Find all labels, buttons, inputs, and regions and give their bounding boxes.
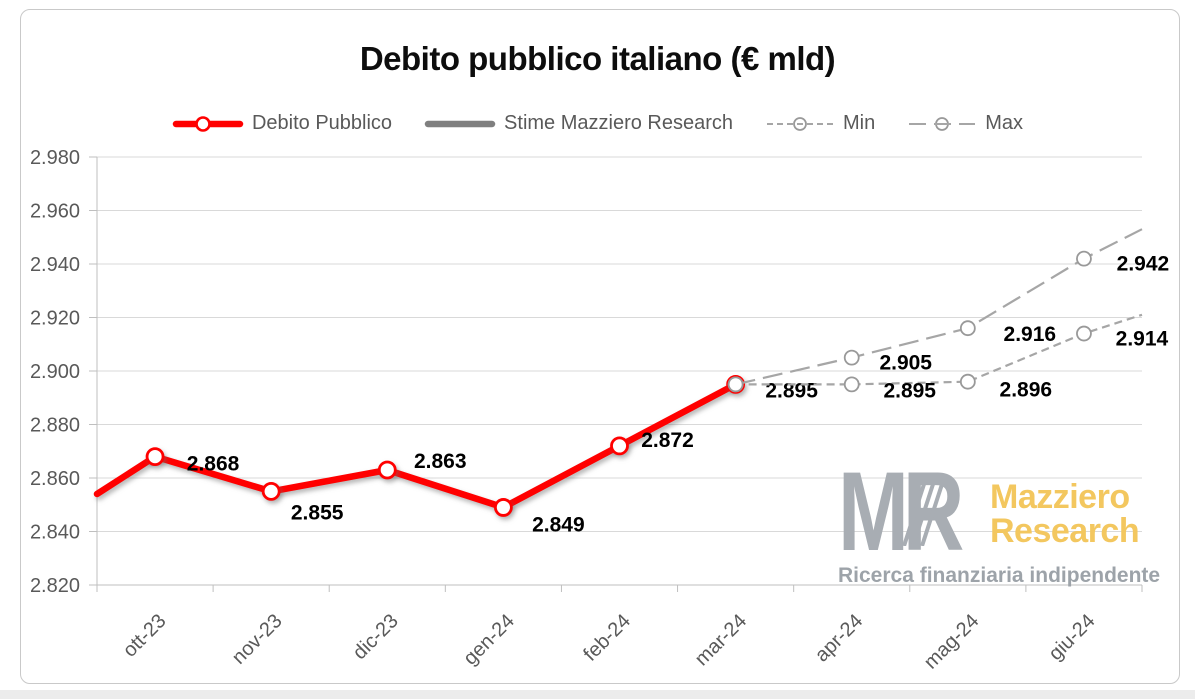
legend-label-max: Max: [985, 112, 1024, 134]
x-tick-label: gen-24: [459, 610, 519, 670]
legend: Debito Pubblico Stime Mazziero Research …: [0, 112, 1195, 135]
marker-max: [843, 349, 860, 366]
marker-max: [727, 376, 744, 393]
line-debito-pubblico: [93, 381, 739, 511]
marker-debito-pubblico: [145, 447, 165, 467]
long-dash-marker-icon: [909, 116, 976, 131]
marker-debito-pubblico: [377, 460, 397, 480]
marker-debito-pubblico: [493, 498, 513, 517]
marker-debito-pubblico: [261, 481, 281, 501]
marker-debito-pubblico: [610, 436, 629, 456]
marker-min: [843, 376, 860, 393]
data-label-debito-pubblico: 2.863: [414, 450, 467, 473]
legend-item-max: Max: [907, 112, 1023, 135]
brand-line1: Mazziero: [990, 478, 1130, 516]
y-tick-label: 2.980: [30, 147, 80, 169]
x-tick-label: ott-23: [119, 610, 171, 662]
mr-logo-letters: MR: [838, 449, 964, 574]
legend-label-stime: Stime Mazziero Research: [504, 112, 734, 134]
brand-line2: Research: [990, 512, 1140, 550]
legend-label-min: Min: [843, 112, 876, 134]
data-label-max: 2.916: [1004, 323, 1057, 346]
data-label-debito-pubblico: 2.872: [641, 429, 694, 452]
window-bottom-edge: [0, 690, 1195, 699]
data-label-max: 2.942: [1117, 253, 1170, 276]
data-label-debito-pubblico: 2.849: [532, 513, 585, 536]
brand-tagline: Ricerca finanziaria indipendente: [838, 564, 1161, 587]
legend-label-debito-pubblico: Debito Pubblico: [251, 112, 393, 134]
y-tick-label: 2.920: [30, 308, 80, 330]
data-label-min: 2.914: [1116, 328, 1169, 351]
legend-item-stime: Stime Mazziero Research: [424, 112, 733, 135]
y-tick-label: 2.860: [30, 468, 80, 490]
line-min: [735, 313, 1143, 386]
marker-max: [1076, 250, 1092, 267]
y-tick-label: 2.960: [30, 201, 80, 223]
short-dash-marker-icon: [767, 116, 834, 131]
x-tick-label: feb-24: [579, 610, 635, 666]
y-tick-label: 2.940: [30, 254, 80, 276]
legend-item-min: Min: [765, 112, 875, 135]
x-tick-label: nov-23: [228, 610, 287, 669]
brand-name: Mazziero Research: [990, 462, 1140, 550]
y-tick-label: 2.840: [30, 522, 80, 544]
y-tick-label: 2.820: [30, 575, 80, 597]
data-label-debito-pubblico: 2.895: [765, 379, 818, 402]
x-tick-label: dic-23: [349, 610, 403, 664]
data-label-min: 2.896: [1000, 379, 1053, 402]
x-tick-label: apr-24: [811, 610, 867, 666]
x-tick-label: giu-24: [1045, 610, 1100, 665]
data-label-debito-pubblico: 2.855: [291, 501, 344, 524]
data-label-max: 2.905: [879, 352, 932, 375]
legend-item-debito-pubblico: Debito Pubblico: [172, 112, 392, 135]
marker-max: [959, 320, 976, 337]
marker-min: [959, 373, 976, 390]
y-tick-label: 2.880: [30, 415, 80, 437]
data-label-debito-pubblico: 2.868: [187, 453, 240, 476]
marker-min: [1076, 325, 1092, 342]
mr-logo: MR: [838, 449, 990, 574]
red-line-marker-icon: [172, 115, 244, 132]
chart-title: Debito pubblico italiano (€ mld): [359, 40, 836, 77]
x-tick-label: mag-24: [920, 610, 984, 674]
y-tick-label: 2.900: [30, 361, 80, 383]
watermark: MR Mazziero Research Ricerca finanziaria…: [838, 449, 1168, 588]
x-tick-label: mar-24: [691, 610, 751, 670]
data-label-min: 2.895: [883, 379, 936, 402]
mr-logo-stripes-icon: [902, 478, 944, 546]
gray-line-icon: [424, 120, 496, 127]
